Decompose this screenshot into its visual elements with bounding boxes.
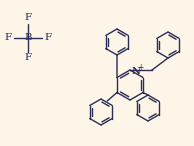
Text: F: F — [24, 53, 32, 62]
Text: F: F — [24, 13, 32, 22]
Text: F: F — [5, 33, 12, 42]
Text: +: + — [137, 64, 143, 73]
Text: N: N — [132, 66, 141, 75]
Text: B: B — [24, 33, 32, 42]
Text: F: F — [44, 33, 51, 42]
